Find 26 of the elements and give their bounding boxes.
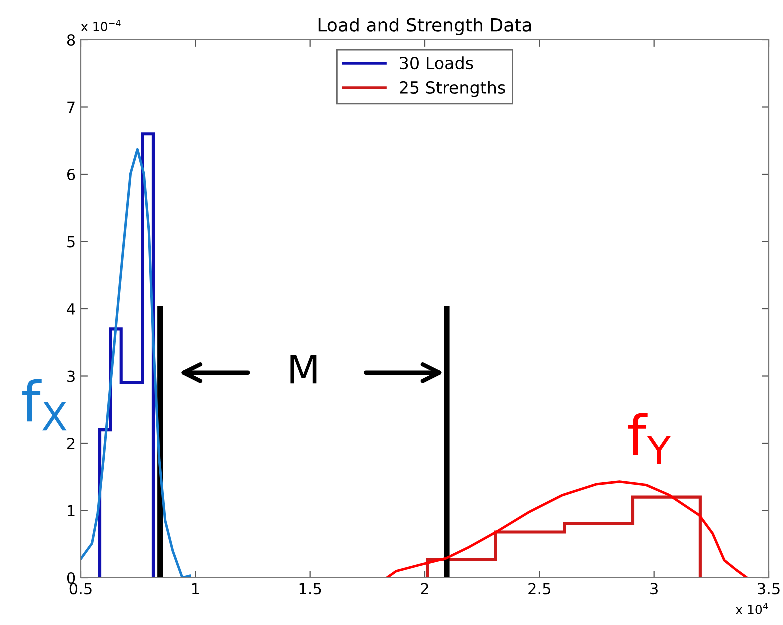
annotation: M xyxy=(290,355,317,384)
chart-title: Load and Strength Data xyxy=(318,18,532,36)
x-tick-label: 2 xyxy=(421,583,428,594)
legend-label: 30 Loads xyxy=(400,56,474,70)
y-tick-label: 5 xyxy=(68,236,75,248)
x-tick-label: 0.5 xyxy=(70,583,92,595)
y-tick-label: 7 xyxy=(68,102,75,114)
annotation: f$_{Y}$ xyxy=(628,413,672,464)
legend-label: 25 Strengths xyxy=(400,81,506,98)
y-tick-label: 1 xyxy=(68,505,75,517)
y-tick-label: 8 xyxy=(67,34,76,46)
x-tick-label: 3.5 xyxy=(758,583,780,595)
text: f$_{X}$ xyxy=(22,379,67,431)
text: x 10$^{−4}$ xyxy=(81,20,121,32)
y-tick-label: 4 xyxy=(67,304,76,315)
y-tick-label: 2 xyxy=(68,438,75,450)
x-tick-label: 1 xyxy=(192,583,200,594)
x-tick-label: 1.5 xyxy=(300,583,322,595)
line-series xyxy=(386,480,748,578)
y-tick-label: 6 xyxy=(67,168,76,181)
text: x 10$^{4}$ xyxy=(736,603,768,614)
x-tick-label: 3 xyxy=(650,583,658,595)
line-series xyxy=(81,148,192,578)
y-tick-label: 0 xyxy=(67,572,76,584)
y-tick-label: 3 xyxy=(68,370,75,382)
x-tick-label: 2.5 xyxy=(528,583,550,595)
